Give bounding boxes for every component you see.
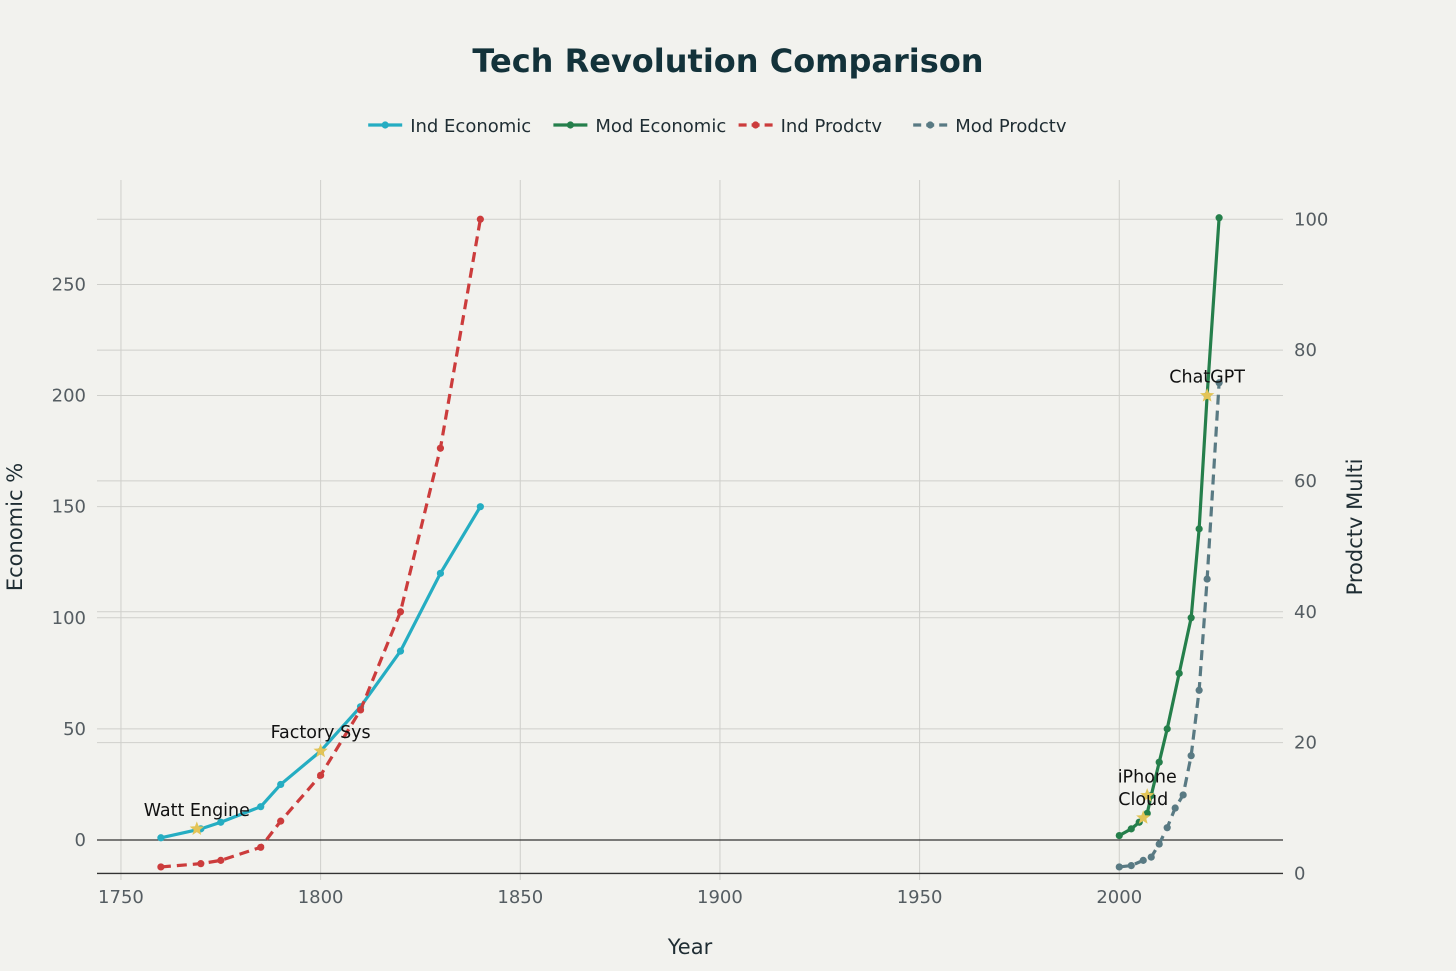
y-tick-label: 150 bbox=[52, 497, 86, 518]
data-point bbox=[476, 215, 484, 223]
y-tick-labels: 0 50 100 150 200 250 bbox=[52, 274, 86, 851]
x-tick-label: 1950 bbox=[897, 887, 943, 908]
x-axis-title: Year bbox=[667, 935, 713, 959]
data-point bbox=[157, 863, 165, 871]
x-tick-label: 2000 bbox=[1096, 887, 1142, 908]
data-point bbox=[396, 647, 405, 655]
data-point bbox=[476, 503, 484, 511]
y2-tick-label: 20 bbox=[1294, 733, 1317, 754]
data-point bbox=[197, 860, 205, 868]
data-point bbox=[436, 444, 445, 452]
data-point bbox=[1163, 725, 1171, 733]
y2-tick-label: 100 bbox=[1294, 209, 1328, 230]
milestone-star bbox=[313, 743, 328, 758]
data-point bbox=[1187, 752, 1195, 760]
data-point bbox=[1155, 758, 1163, 766]
series-ind-prodctv bbox=[157, 215, 484, 871]
data-point bbox=[1115, 863, 1123, 871]
data-point bbox=[317, 771, 325, 779]
data-point bbox=[1175, 669, 1183, 677]
milestone-star bbox=[189, 821, 204, 835]
y2-tick-label: 40 bbox=[1294, 602, 1317, 623]
zero-line bbox=[97, 839, 1283, 875]
data-point bbox=[1127, 862, 1135, 870]
annotation-label: Factory Sys bbox=[271, 723, 371, 743]
data-point bbox=[1203, 575, 1211, 583]
y-tick-label: 0 bbox=[75, 830, 86, 851]
data-point bbox=[1195, 686, 1203, 694]
data-point bbox=[356, 706, 365, 714]
chart-title: Tech Revolution Comparison bbox=[472, 42, 983, 80]
data-point bbox=[277, 780, 285, 789]
x-tick-labels: 1750 1800 1850 1900 1950 2000 bbox=[98, 887, 1142, 908]
annotation-label: Cloud bbox=[1118, 790, 1168, 810]
y2-tick-label: 80 bbox=[1294, 340, 1317, 361]
y-axis-title: Economic % bbox=[3, 463, 27, 591]
data-point bbox=[277, 817, 285, 825]
legend-swatch-marker bbox=[752, 121, 760, 129]
series-layer bbox=[157, 214, 1223, 871]
legend-item-ind-prodctv[interactable]: Ind Prodctv bbox=[738, 116, 883, 137]
x-tick-label: 1750 bbox=[98, 887, 144, 908]
y2-tick-labels: 0 20 40 60 80 100 bbox=[1294, 209, 1328, 884]
legend-label: Mod Prodctv bbox=[955, 116, 1067, 137]
y2-tick-label: 0 bbox=[1294, 863, 1305, 884]
data-point bbox=[1143, 809, 1151, 817]
milestone-star bbox=[1136, 810, 1151, 824]
x-tick-label: 1800 bbox=[298, 887, 344, 908]
data-point bbox=[1127, 825, 1135, 833]
data-point bbox=[396, 608, 405, 616]
data-point bbox=[217, 856, 225, 864]
data-point bbox=[1171, 804, 1179, 812]
data-point bbox=[1179, 791, 1187, 799]
data-point bbox=[1215, 214, 1223, 222]
series-mod-prodctv bbox=[1115, 379, 1223, 871]
data-point bbox=[1147, 853, 1155, 861]
y-tick-label: 50 bbox=[63, 719, 86, 740]
legend-label: Ind Prodctv bbox=[781, 116, 883, 137]
legend-item-mod-prodctv[interactable]: Mod Prodctv bbox=[913, 116, 1067, 137]
legend-label: Ind Economic bbox=[410, 116, 531, 137]
annotation-label: Watt Engine bbox=[144, 801, 250, 821]
annotation-label: ChatGPT bbox=[1169, 368, 1245, 388]
data-point bbox=[1187, 614, 1195, 622]
y2-tick-label: 60 bbox=[1294, 471, 1317, 492]
data-point bbox=[257, 843, 265, 851]
data-point bbox=[1163, 824, 1171, 832]
data-point bbox=[1115, 831, 1123, 840]
legend-swatch-marker bbox=[926, 121, 934, 129]
data-point bbox=[1155, 840, 1163, 848]
series-line-ind-prodctv bbox=[160, 218, 482, 869]
data-point bbox=[1139, 856, 1147, 864]
data-point bbox=[257, 803, 265, 811]
series-mod-economic bbox=[1115, 214, 1223, 840]
legend[interactable]: Ind Economic Mod Economic Ind Prodctv Mod P… bbox=[368, 116, 1067, 137]
data-point bbox=[1195, 525, 1203, 533]
series-line-ind-economic bbox=[160, 505, 482, 840]
y-tick-label: 100 bbox=[52, 608, 86, 629]
x-tick-label: 1850 bbox=[497, 887, 543, 908]
legend-label: Mod Economic bbox=[595, 116, 726, 137]
legend-item-ind-economic[interactable]: Ind Economic bbox=[368, 116, 531, 137]
y-tick-label: 250 bbox=[52, 274, 86, 295]
legend-swatch-marker bbox=[566, 121, 575, 129]
milestone-markers bbox=[189, 388, 1215, 835]
milestone-star bbox=[1200, 388, 1215, 402]
x-tick-label: 1900 bbox=[697, 887, 743, 908]
data-point bbox=[217, 818, 225, 826]
annotation-label: iPhone bbox=[1118, 768, 1177, 788]
data-point bbox=[1215, 379, 1223, 387]
legend-item-mod-economic[interactable]: Mod Economic bbox=[553, 116, 726, 137]
y-tick-label: 200 bbox=[52, 386, 86, 407]
legend-swatch-marker bbox=[381, 121, 389, 129]
milestone-star bbox=[1140, 788, 1155, 802]
data-point bbox=[436, 569, 445, 577]
y2-axis-title: Prodctv Multi bbox=[1343, 459, 1367, 596]
data-point bbox=[157, 834, 165, 842]
grid-lines bbox=[97, 180, 1283, 880]
